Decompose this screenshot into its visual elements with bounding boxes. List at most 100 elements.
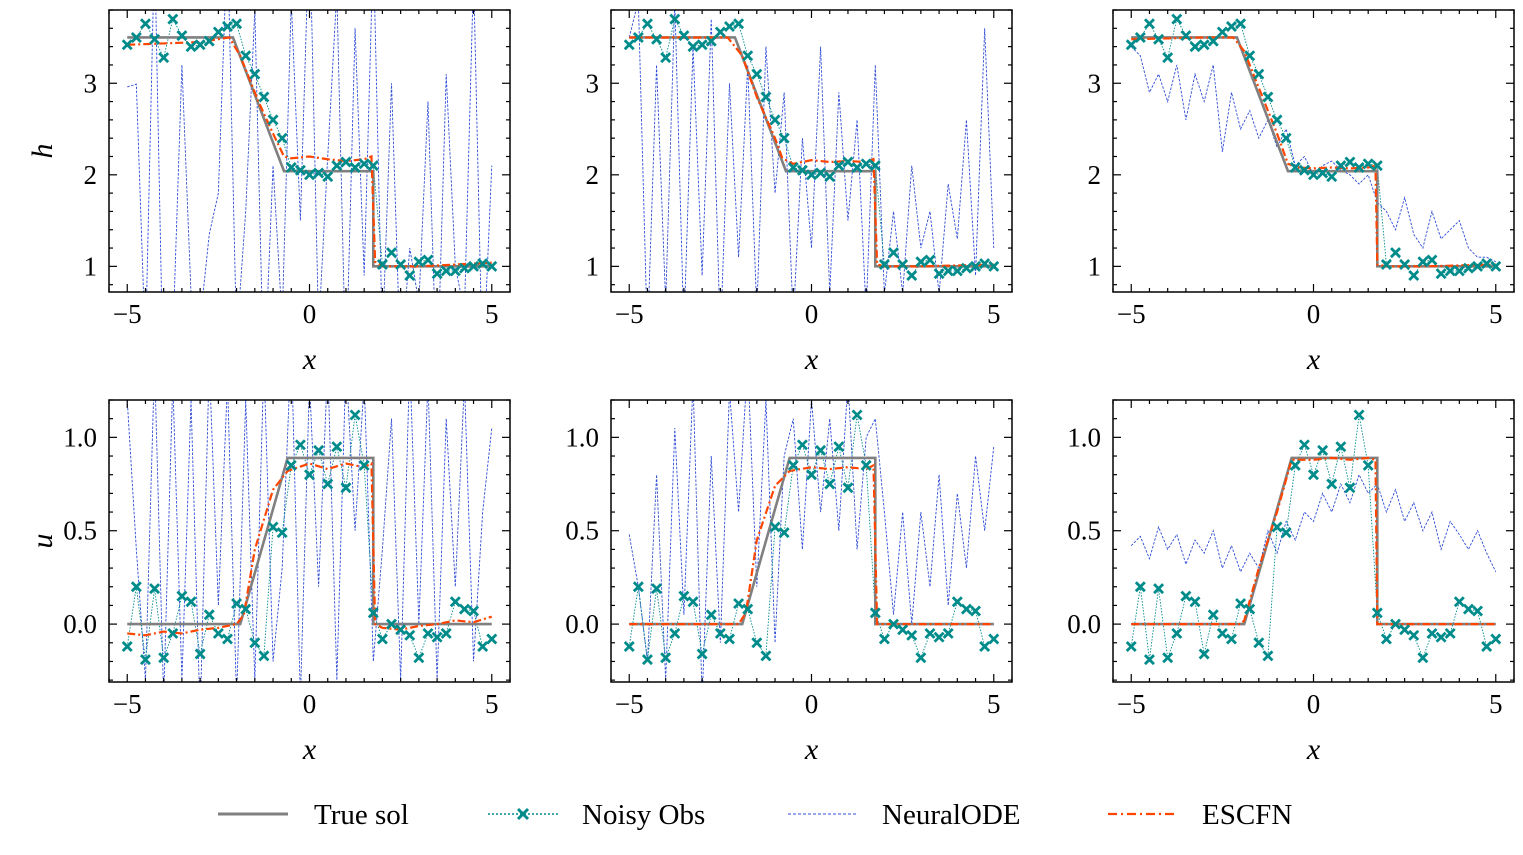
marker-stroke [1481, 258, 1493, 270]
marker-stroke [1289, 459, 1301, 471]
noisy-obs-marker [623, 641, 635, 653]
marker-stroke [860, 459, 872, 471]
marker-stroke [678, 590, 690, 602]
series-neuralode-line [1130, 473, 1497, 573]
marker-stroke [294, 439, 306, 451]
noisy-obs-marker [276, 132, 288, 144]
y-tick-label: 0.5 [1067, 516, 1101, 546]
y-tick-label: 2 [586, 160, 600, 190]
noisy-obs-marker [267, 114, 279, 126]
noisy-obs-marker [1180, 30, 1192, 42]
noisy-obs-marker [806, 469, 817, 481]
marker-stroke [1472, 260, 1484, 272]
marker-stroke [331, 160, 343, 172]
marker-stroke [1153, 33, 1165, 45]
marker-stroke [942, 627, 954, 639]
marker-stroke [970, 605, 982, 617]
noisy-obs-marker [1408, 270, 1420, 282]
marker-stroke [960, 603, 972, 615]
noisy-obs-marker [386, 247, 398, 259]
noisy-obs-marker [413, 652, 425, 664]
x-tick-label: 5 [987, 299, 1001, 329]
noisy-obs-marker [1271, 114, 1283, 126]
noisy-obs-marker [824, 478, 836, 490]
y-tick-label: 0.0 [565, 609, 599, 639]
series-group [623, 400, 1000, 682]
marker-stroke [1390, 247, 1402, 259]
noisy-obs-marker [860, 459, 872, 471]
marker-stroke [787, 161, 799, 173]
noisy-obs-marker [888, 247, 900, 259]
noisy-obs-marker [723, 20, 735, 32]
marker-stroke [285, 459, 297, 471]
marker-stroke [970, 260, 982, 272]
noisy-obs-marker [458, 262, 470, 274]
series-true-sol-line [1131, 36, 1496, 268]
noisy-obs-marker [285, 459, 297, 471]
noisy-obs-marker [714, 26, 726, 38]
marker-stroke [833, 441, 845, 453]
legend-label-noisy-obs: Noisy Obs [582, 799, 705, 831]
marker-stroke [1481, 641, 1493, 653]
marker-stroke [249, 637, 261, 649]
marker-stroke [687, 596, 699, 608]
x-axis-label: x [804, 733, 819, 766]
noisy-obs-marker [413, 256, 425, 268]
marker-stroke [203, 609, 215, 621]
marker-stroke [285, 161, 297, 173]
noisy-obs-marker [1235, 598, 1247, 610]
x-tick-label: 5 [485, 299, 499, 329]
noisy-obs-marker [167, 627, 179, 639]
marker-stroke [1335, 441, 1347, 453]
noisy-obs-marker [933, 631, 945, 643]
marker-stroke [1189, 596, 1201, 608]
noisy-obs-marker [431, 268, 443, 280]
marker-stroke [404, 270, 416, 282]
marker-stroke [130, 581, 142, 593]
marker-stroke [632, 31, 644, 43]
noisy-obs-marker [194, 648, 206, 660]
noisy-obs-marker [185, 596, 197, 608]
marker-stroke [121, 641, 133, 653]
noisy-obs-marker [158, 652, 170, 664]
marker-stroke [1271, 521, 1283, 533]
plot-frame [610, 9, 1013, 293]
marker-stroke [358, 459, 370, 471]
marker-stroke [1326, 171, 1338, 183]
marker-stroke [139, 654, 151, 666]
marker-stroke [851, 161, 863, 173]
noisy-obs-marker [742, 603, 754, 615]
noisy-obs-marker [851, 161, 863, 173]
noisy-obs-marker [1207, 609, 1219, 621]
noisy-obs-marker [942, 627, 954, 639]
noisy-obs-marker [304, 169, 315, 181]
marker-stroke [769, 521, 781, 533]
noisy-obs-marker [322, 478, 334, 490]
marker-stroke [1308, 169, 1319, 181]
noisy-obs-marker [1380, 259, 1392, 271]
marker-stroke [1280, 132, 1292, 144]
marker-stroke [1399, 259, 1411, 271]
marker-stroke [851, 409, 863, 421]
marker-stroke [751, 637, 763, 649]
marker-stroke [1426, 627, 1438, 639]
marker-stroke [1380, 259, 1392, 271]
noisy-obs-marker [331, 160, 343, 172]
series-escfn-line [127, 36, 492, 268]
series-true-sol-line [629, 456, 994, 626]
series-group [121, 10, 498, 292]
series-neuralode-line [127, 10, 493, 292]
marker-stroke [477, 641, 489, 653]
noisy-obs-marker [1472, 605, 1484, 617]
marker-stroke [1235, 598, 1247, 610]
noisy-obs-marker [787, 459, 799, 471]
legend-label-escfn: ESCFN [1202, 799, 1292, 831]
marker-stroke [1198, 648, 1210, 660]
x-tick-label: −5 [113, 299, 142, 329]
noisy-obs-marker [477, 258, 489, 270]
noisy-obs-marker [167, 13, 179, 25]
marker-stroke [395, 624, 407, 636]
noisy-obs-marker [1298, 439, 1310, 451]
marker-stroke [623, 641, 635, 653]
noisy-obs-marker [1344, 482, 1356, 494]
